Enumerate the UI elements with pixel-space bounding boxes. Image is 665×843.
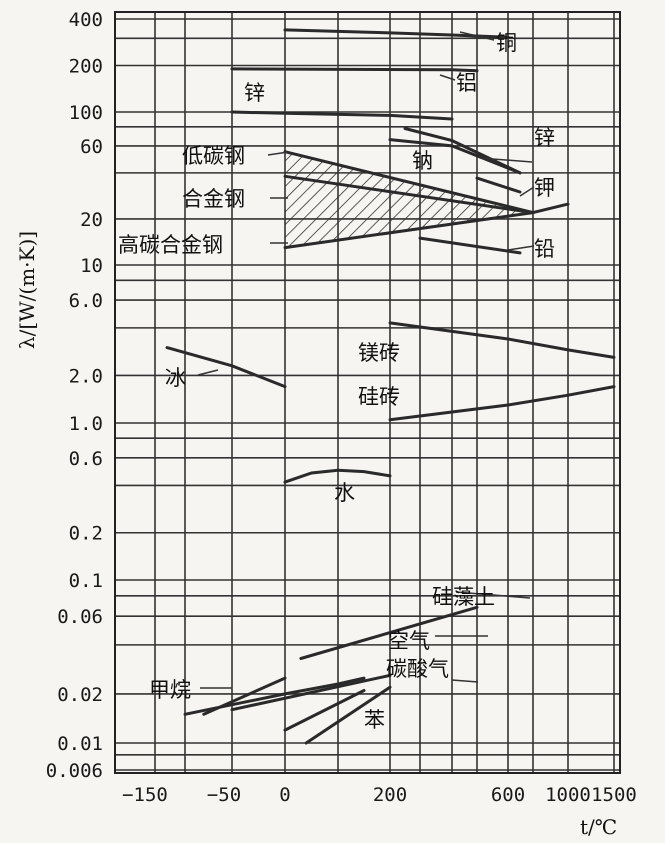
curve-label: 铅 — [534, 237, 555, 261]
y-tick-label: 0.02 — [57, 684, 103, 706]
y-tick-label: 400 — [69, 9, 103, 31]
label-leader — [439, 74, 456, 81]
x-tick-label: 200 — [373, 784, 407, 806]
series-line-硅砖 — [388, 385, 616, 422]
series-line-高碳合金钢 — [531, 202, 570, 215]
series-line-硅藻土 — [299, 605, 479, 660]
series-lines — [165, 28, 616, 745]
curve-label: 锌 — [244, 81, 265, 105]
series-line-碳酸气 — [230, 673, 392, 712]
curve-label: 甲烷 — [149, 678, 191, 702]
label-leader — [479, 157, 533, 163]
label-leader — [197, 369, 219, 376]
series-line-锌 — [230, 110, 454, 121]
y-axis-label: λ/[W/(m·K)] — [15, 231, 39, 349]
curve-label: 高碳合金钢 — [118, 233, 223, 257]
y-tick-label: 100 — [69, 102, 103, 124]
hatched-steel-band — [285, 151, 533, 248]
series-line-水 — [283, 468, 392, 484]
curve-label: 苯 — [364, 708, 385, 732]
curve-label: 冰 — [165, 366, 186, 390]
y-tick-label: 20 — [80, 209, 103, 231]
series-line-镁砖 — [388, 321, 616, 359]
label-leader — [507, 245, 535, 251]
x-axis-label: t/℃ — [580, 815, 617, 839]
x-tick-label: 1500 — [591, 784, 637, 806]
x-tick-label: 1000 — [545, 784, 591, 806]
x-tick-label: −50 — [207, 784, 241, 806]
curve-label: 水 — [334, 481, 355, 505]
y-tick-label: 10 — [80, 255, 103, 277]
curve-label: 合金钢 — [182, 187, 245, 211]
y-tick-label: 2.0 — [69, 365, 103, 387]
y-tick-label: 0.1 — [69, 570, 103, 592]
x-tick-label: 0 — [279, 784, 290, 806]
y-tick-label: 1.0 — [69, 413, 103, 435]
label-leader — [519, 186, 535, 197]
label-leader — [459, 31, 495, 41]
label-leader — [451, 679, 479, 683]
series-line-甲烷 — [202, 676, 287, 716]
label-leader — [455, 591, 531, 599]
curve-label: 低碳钢 — [182, 144, 245, 168]
y-tick-label: 0.6 — [69, 448, 103, 470]
x-tick-labels: −150 −50 0 200 600 1000 1500 — [122, 784, 637, 806]
series-line-合金钢 — [283, 174, 535, 215]
curve-label: 铝 — [456, 71, 477, 95]
x-tick-label: 600 — [491, 784, 525, 806]
curve-label: 空气 — [388, 629, 430, 653]
y-tick-label: 0.006 — [46, 760, 103, 782]
y-tick-label: 0.2 — [69, 523, 103, 545]
series-line-苯 — [304, 685, 392, 745]
series-line-低碳钢 — [283, 150, 535, 215]
steel-hatch-area — [285, 151, 533, 248]
y-tick-label: 60 — [80, 136, 103, 158]
y-tick-label: 0.06 — [57, 606, 103, 628]
curve-label: 钠 — [412, 149, 433, 173]
curve-label: 碳酸气 — [386, 657, 449, 681]
x-tick-label: −150 — [122, 784, 168, 806]
label-leader — [267, 151, 289, 156]
y-tick-label: 200 — [69, 56, 103, 78]
curve-label: 钾 — [534, 176, 555, 200]
series-line-钠 — [388, 138, 522, 175]
curve-label: 硅藻土 — [432, 585, 495, 609]
y-tick-label: 6.0 — [69, 290, 103, 312]
series-line-铅 — [418, 236, 522, 255]
series-line-冰 — [165, 346, 287, 389]
series-line-苯 — [283, 689, 366, 732]
series-line-锌 — [403, 127, 522, 175]
curve-label: 锌 — [534, 126, 555, 150]
series-line-高碳合金钢 — [283, 211, 535, 250]
plot-frame — [114, 11, 621, 774]
curve-label: 镁砖 — [358, 341, 400, 365]
curve-label: 铜 — [496, 31, 517, 55]
series-line-铝 — [230, 67, 479, 73]
series-line-钾 — [475, 176, 522, 194]
y-tick-label: 0.01 — [57, 733, 103, 755]
series-line-空气 — [183, 676, 366, 716]
curve-label: 硅砖 — [358, 385, 400, 409]
y-tick-labels: 400 200 100 60 20 10 6.0 2.0 1.0 0.6 0.2 0.1 0.06 0.0… — [46, 9, 103, 782]
